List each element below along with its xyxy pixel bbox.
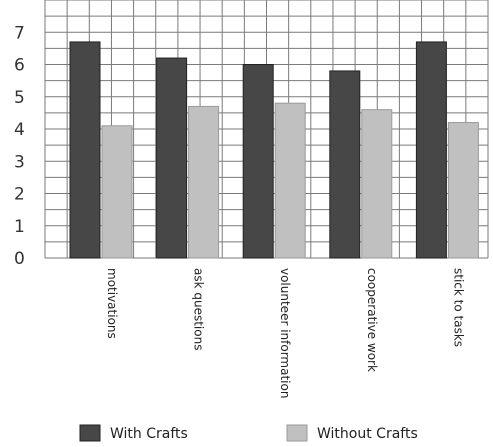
bar-without-crafts: [361, 109, 393, 259]
legend-swatch-with-crafts: [79, 424, 101, 442]
bar-with-crafts: [415, 41, 447, 259]
legend-label-without-crafts: Without Crafts: [317, 426, 418, 442]
y-tick-label: 7: [14, 23, 25, 43]
bar-with-crafts: [156, 57, 188, 259]
legend: With Crafts Without Crafts: [79, 424, 418, 442]
bar-with-crafts: [329, 70, 361, 259]
chart-bars: [69, 41, 479, 259]
bar-without-crafts: [447, 122, 479, 259]
bar-with-crafts: [69, 41, 101, 259]
category-label: cooperative work: [365, 268, 379, 372]
legend-swatch-without-crafts: [286, 424, 308, 442]
y-tick-label: 6: [14, 56, 25, 76]
category-label: stick to tasks: [451, 268, 465, 347]
category-label: motivations: [105, 268, 119, 339]
bar-without-crafts: [101, 125, 133, 259]
category-label: volunteer information: [278, 268, 292, 398]
y-tick-label: 3: [14, 152, 25, 172]
category-labels: motivations ask questions volunteer inform…: [105, 268, 465, 398]
y-axis-ticks: 0 1 2 3 4 5 6 7: [14, 23, 25, 269]
y-tick-label: 4: [14, 120, 25, 140]
y-tick-label: 2: [14, 185, 25, 205]
y-tick-label: 1: [14, 217, 25, 237]
bar-without-crafts: [274, 102, 306, 259]
y-tick-label: 0: [14, 249, 25, 269]
category-label: ask questions: [192, 268, 206, 350]
bar-with-crafts: [242, 64, 274, 259]
legend-label-with-crafts: With Crafts: [110, 426, 188, 442]
bar-without-crafts: [188, 105, 220, 259]
y-tick-label: 5: [14, 88, 25, 108]
